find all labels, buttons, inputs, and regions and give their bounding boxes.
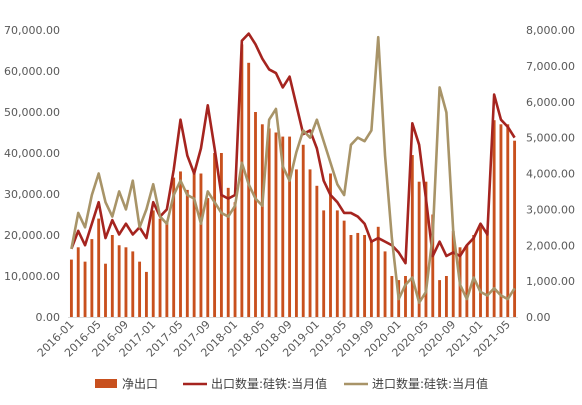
x-axis: 2016-012016-052016-092017-012017-052017-… <box>35 317 518 360</box>
net-export-bar <box>69 259 73 317</box>
y-left-tick-label: 40,000.00 <box>4 147 60 160</box>
net-export-bar <box>172 177 176 317</box>
y-right-tick-label: 2,000.00 <box>526 239 575 252</box>
y-right-tick-label: 6,000.00 <box>526 96 575 109</box>
net-export-bar <box>369 241 373 317</box>
net-export-bar <box>315 185 319 317</box>
net-export-bars <box>69 44 517 317</box>
net-export-bar <box>219 153 223 317</box>
legend-label-net-export: 净出口 <box>122 377 158 391</box>
net-export-bar <box>383 251 387 317</box>
net-export-bar <box>465 245 469 317</box>
net-export-bar <box>158 218 162 317</box>
net-export-bar <box>424 181 428 317</box>
y-right-tick-label: 3,000.00 <box>526 203 575 216</box>
y-left-tick-label: 10,000.00 <box>4 270 60 283</box>
net-export-bar <box>165 222 169 317</box>
y-left-tick-label: 30,000.00 <box>4 188 60 201</box>
y-axis-right: 0.00 1,000.00 2,000.00 3,000.00 4,000.00 5,00… <box>526 24 575 324</box>
net-export-bar <box>451 230 455 317</box>
net-export-bar <box>90 239 94 317</box>
y-axis-left: 0.00 10,000.00 20,000.00 30,000.00 40,000.00… <box>4 24 60 324</box>
net-export-bar <box>144 271 148 317</box>
net-export-bar <box>97 218 101 317</box>
net-export-bar <box>117 245 121 317</box>
import-volume-line <box>70 35 516 304</box>
net-export-bar <box>254 112 257 317</box>
legend-label-export: 出口数量:硅铁:当月值 <box>211 376 327 391</box>
legend-label-import: 进口数量:硅铁:当月值 <box>372 376 488 391</box>
net-export-bar <box>499 124 503 317</box>
net-export-bar <box>274 132 278 317</box>
legend: 净出口 出口数量:硅铁:当月值 进口数量:硅铁:当月值 <box>95 376 488 391</box>
net-export-bar <box>192 171 196 317</box>
net-export-bar <box>226 187 230 317</box>
net-export-bar <box>110 235 114 317</box>
net-export-bar <box>329 173 332 317</box>
net-export-bar <box>410 155 414 317</box>
net-export-bar <box>138 261 142 317</box>
net-export-bar <box>376 226 380 317</box>
net-export-bar <box>294 169 298 317</box>
legend-swatch-net-export <box>95 379 117 388</box>
net-export-bar <box>438 280 442 317</box>
net-export-bar <box>492 120 496 317</box>
net-export-bar <box>513 140 517 317</box>
export-volume-line <box>70 32 516 265</box>
net-export-bar <box>308 169 312 317</box>
net-export-bar <box>233 202 237 317</box>
net-export-bar <box>363 235 367 317</box>
net-export-bar <box>506 124 510 317</box>
net-export-bar <box>417 181 421 317</box>
net-export-bar <box>240 44 244 317</box>
net-export-bar <box>131 251 135 317</box>
net-export-bar <box>199 173 203 317</box>
net-export-bar <box>151 210 155 317</box>
net-export-bar <box>335 210 339 317</box>
y-right-tick-label: 8,000.00 <box>526 24 575 37</box>
net-export-bar <box>185 189 189 317</box>
y-left-tick-label: 0.00 <box>36 311 61 324</box>
net-export-bar <box>479 226 482 317</box>
y-left-tick-label: 20,000.00 <box>4 229 60 242</box>
net-export-bar <box>301 144 305 317</box>
net-export-bar <box>213 153 217 317</box>
y-right-tick-label: 1,000.00 <box>526 275 575 288</box>
net-export-bar <box>356 232 360 317</box>
y-right-tick-label: 4,000.00 <box>526 168 575 181</box>
net-export-bar <box>206 198 210 317</box>
net-export-bar <box>472 235 476 317</box>
y-right-tick-label: 7,000.00 <box>526 60 575 73</box>
net-export-bar <box>431 214 435 317</box>
net-export-bar <box>104 263 107 317</box>
net-export-bar <box>124 247 128 317</box>
net-export-bar <box>390 276 394 317</box>
net-export-bar <box>485 230 489 317</box>
net-export-bar <box>349 235 353 317</box>
net-export-bar <box>342 220 346 317</box>
y-left-tick-label: 60,000.00 <box>4 65 60 78</box>
net-export-bar <box>281 136 285 317</box>
net-export-bar <box>260 124 264 317</box>
series-lines <box>70 32 516 304</box>
y-left-tick-label: 70,000.00 <box>4 24 60 37</box>
y-right-tick-label: 0.00 <box>526 311 551 324</box>
net-export-bar <box>179 171 182 317</box>
net-export-bar <box>247 62 251 317</box>
net-export-bar <box>76 247 80 317</box>
net-export-bar <box>404 276 407 317</box>
net-export-bar <box>288 136 292 317</box>
net-export-bar <box>267 128 271 317</box>
net-export-bar <box>444 276 448 317</box>
y-right-tick-label: 5,000.00 <box>526 132 575 145</box>
net-export-bar <box>83 261 87 317</box>
net-export-bar <box>322 210 326 317</box>
y-left-tick-label: 50,000.00 <box>4 106 60 119</box>
